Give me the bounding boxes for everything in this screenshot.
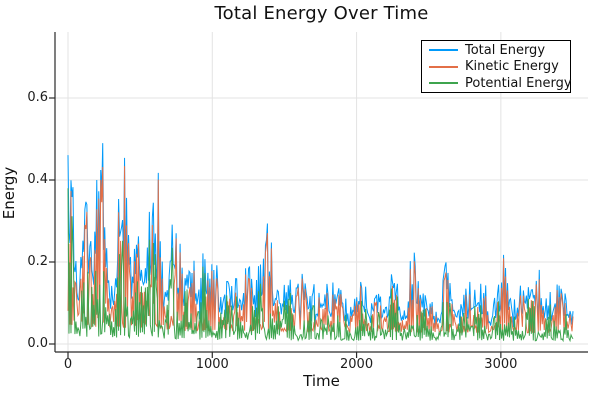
x-tick-label-1000: 1000 (195, 357, 229, 372)
y-tick-label-0.4: 0.4 (27, 172, 48, 187)
legend-line-swatch-total (429, 49, 458, 51)
y-tick-label-0.2: 0.2 (27, 254, 48, 269)
chart-title: Total Energy Over Time (214, 3, 429, 24)
legend-item-total-energy: Total Energy (422, 43, 570, 58)
series-line-potential-energy (67, 188, 574, 343)
legend-item-potential-energy: Potential Energy (422, 75, 572, 91)
legend-label-potential: Potential Energy (465, 75, 572, 91)
legend-label-kinetic: Kinetic Energy (465, 59, 559, 74)
x-tick-label-0: 0 (63, 357, 73, 372)
y-tick-label-0.0: 0.0 (27, 336, 48, 351)
legend-item-kinetic-energy: Kinetic Energy (422, 59, 570, 74)
x-tick-label-2000: 2000 (340, 357, 374, 372)
legend-line-swatch-potential (429, 82, 458, 84)
x-tick-label-3000: 3000 (484, 357, 518, 372)
y-tick-label-0.6: 0.6 (27, 90, 48, 105)
legend-label-total: Total Energy (465, 42, 546, 58)
x-axis-label: Time (303, 372, 340, 390)
series-lines (67, 143, 574, 343)
legend-line-swatch-kinetic (429, 65, 458, 68)
y-axis-label: Energy (0, 166, 18, 220)
legend: Total Energy Kinetic Energy Potential En… (421, 40, 572, 93)
